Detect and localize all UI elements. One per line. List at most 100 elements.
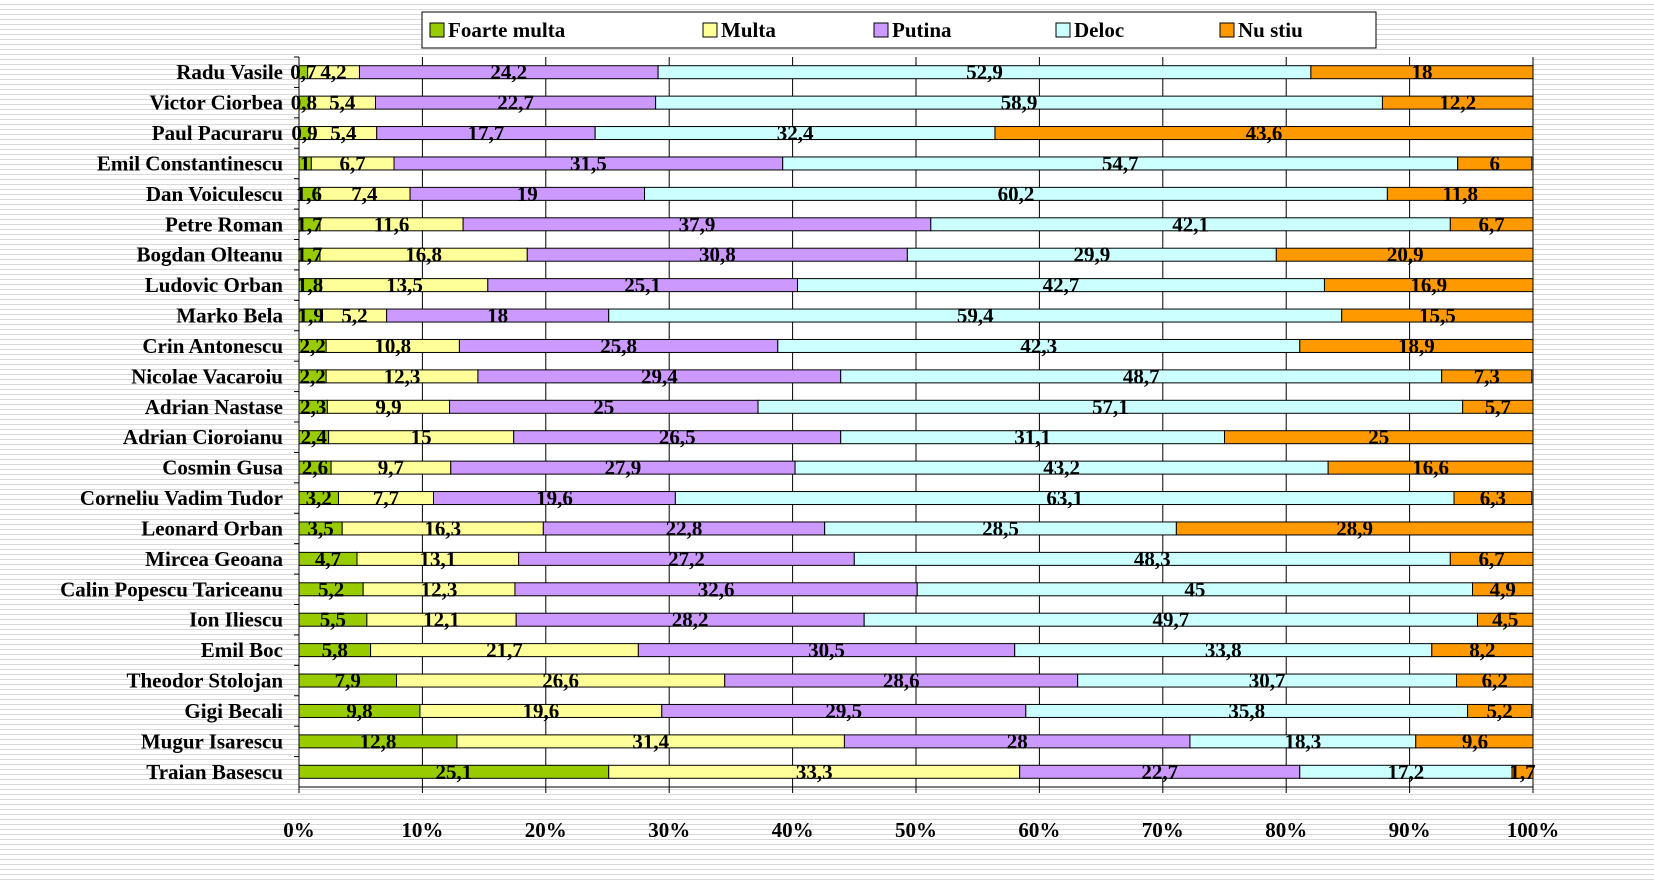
legend-swatch xyxy=(873,22,889,38)
x-tick-label: 90% xyxy=(1389,818,1431,842)
data-label: 9,6 xyxy=(1462,729,1488,753)
data-label: 27,9 xyxy=(605,456,642,480)
bar-segment xyxy=(1457,156,1533,171)
data-label: 30,8 xyxy=(699,243,736,267)
bar-segment xyxy=(1275,247,1534,262)
y-tick-label: Leonard Orban xyxy=(141,516,283,540)
data-label: 28,5 xyxy=(982,516,1019,540)
data-label: 0,9 xyxy=(291,121,317,145)
data-label: 29,9 xyxy=(1073,243,1110,267)
y-tick-label: Bogdan Olteanu xyxy=(137,243,284,267)
data-label: 42,3 xyxy=(1020,334,1057,358)
data-label: 28 xyxy=(1007,729,1028,753)
y-tick-label: Mircea Geoana xyxy=(145,547,283,571)
data-label: 52,9 xyxy=(966,60,1003,84)
data-label: 54,7 xyxy=(1102,151,1139,175)
bar-segment xyxy=(1467,703,1533,718)
bar-segment xyxy=(1299,338,1534,353)
data-label: 7,4 xyxy=(351,182,378,206)
y-tick-label: Gigi Becali xyxy=(184,699,283,723)
data-label: 21,7 xyxy=(486,638,523,662)
data-label: 6,7 xyxy=(1479,547,1505,571)
data-label: 12,2 xyxy=(1439,91,1476,115)
data-label: 16,9 xyxy=(1410,273,1447,297)
data-label: 6,7 xyxy=(340,151,366,175)
data-label: 2,2 xyxy=(299,364,325,388)
data-label: 19,6 xyxy=(536,486,573,510)
y-tick-label: Nicolae Vacaroiu xyxy=(131,364,283,388)
data-label: 13,1 xyxy=(419,547,456,571)
x-tick-label: 10% xyxy=(401,818,443,842)
data-label: 30,5 xyxy=(808,638,845,662)
y-tick-label: Mugur Isarescu xyxy=(141,729,283,753)
data-label: 5,7 xyxy=(1485,395,1511,419)
data-label: 25,1 xyxy=(624,273,661,297)
data-label: 3,2 xyxy=(306,486,332,510)
data-label: 22,7 xyxy=(497,91,534,115)
data-label: 4,9 xyxy=(1490,577,1516,601)
data-label: 0,7 xyxy=(290,60,316,84)
data-label: 5,4 xyxy=(330,121,357,145)
x-tick-label: 50% xyxy=(895,818,937,842)
x-tick-label: 80% xyxy=(1265,818,1307,842)
data-label: 1,7 xyxy=(1509,760,1535,784)
legend-label: Nu stiu xyxy=(1238,18,1303,42)
data-label: 5,2 xyxy=(318,577,344,601)
data-label: 5,2 xyxy=(1487,699,1513,723)
data-label: 16,3 xyxy=(424,516,461,540)
bar-segment xyxy=(1323,278,1534,293)
data-label: 26,5 xyxy=(659,425,696,449)
legend-swatch xyxy=(429,22,445,38)
data-label: 3,5 xyxy=(307,516,333,540)
data-label: 59,4 xyxy=(957,304,994,328)
bar-segment xyxy=(1476,612,1534,627)
y-tick-label: Corneliu Vadim Tudor xyxy=(80,486,283,510)
data-label: 9,7 xyxy=(378,456,404,480)
data-label: 13,5 xyxy=(386,273,423,297)
y-tick-label: Petre Roman xyxy=(165,212,283,236)
data-label: 22,7 xyxy=(1141,760,1178,784)
data-label: 28,6 xyxy=(883,669,920,693)
data-label: 60,2 xyxy=(998,182,1035,206)
data-label: 6,7 xyxy=(1479,212,1505,236)
data-label: 11,8 xyxy=(1442,182,1478,206)
data-label: 33,8 xyxy=(1205,638,1242,662)
data-label: 9,9 xyxy=(375,395,401,419)
y-tick-label: Marko Bela xyxy=(176,304,283,328)
data-label: 35,8 xyxy=(1228,699,1265,723)
data-label: 10,8 xyxy=(374,334,411,358)
bar-segment xyxy=(1175,521,1534,536)
x-tick-label: 30% xyxy=(648,818,690,842)
y-tick-label: Ion Iliescu xyxy=(189,608,283,632)
y-tick-label: Ludovic Orban xyxy=(145,273,284,297)
data-label: 42,1 xyxy=(1172,212,1209,236)
y-tick-label: Dan Voiculescu xyxy=(146,182,283,206)
data-label: 1,8 xyxy=(297,273,323,297)
legend-label: Foarte multa xyxy=(448,18,566,42)
data-label: 48,7 xyxy=(1123,364,1160,388)
legend-box xyxy=(421,11,1377,49)
data-label: 24,2 xyxy=(490,60,527,84)
bar-segment xyxy=(1472,582,1534,597)
data-label: 33,3 xyxy=(796,760,833,784)
y-tick-label: Emil Boc xyxy=(201,638,283,662)
data-label: 11,6 xyxy=(374,212,410,236)
data-label: 49,7 xyxy=(1152,608,1189,632)
data-label: 4,7 xyxy=(315,547,341,571)
data-label: 4,2 xyxy=(320,60,346,84)
data-label: 5,2 xyxy=(341,304,367,328)
bar-segment xyxy=(1381,95,1534,110)
data-label: 8,2 xyxy=(1469,638,1495,662)
data-label: 27,2 xyxy=(668,547,705,571)
data-label: 28,2 xyxy=(672,608,709,632)
y-tick-label: Radu Vasile xyxy=(176,60,283,84)
data-label: 42,7 xyxy=(1043,273,1080,297)
data-label: 1,6 xyxy=(296,182,322,206)
data-label: 7,3 xyxy=(1474,364,1500,388)
bar-segment xyxy=(1327,460,1534,475)
data-label: 7,9 xyxy=(335,669,361,693)
data-label: 30,7 xyxy=(1249,669,1286,693)
data-label: 12,8 xyxy=(360,729,397,753)
x-tick-label: 100% xyxy=(1507,818,1560,842)
